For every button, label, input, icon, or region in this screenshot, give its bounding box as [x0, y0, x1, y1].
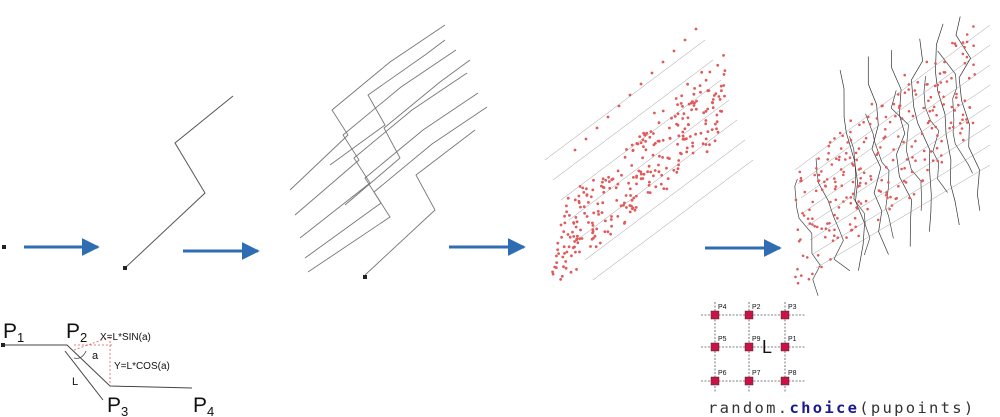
grid-point-label-8: P7 [752, 370, 761, 377]
process-arrows [24, 238, 782, 260]
grid-point-8 [744, 376, 754, 386]
grid-point-6 [780, 342, 790, 352]
length-label: L [72, 376, 78, 388]
grid-point-1 [710, 310, 720, 320]
grid-point-5 [744, 342, 754, 352]
start-point-stage1 [2, 245, 6, 249]
start-point-stage3 [363, 275, 367, 279]
label-p4: P4 [193, 394, 214, 417]
single-zigzag [123, 95, 234, 270]
grid-point-2 [744, 310, 754, 320]
grid-point-label-1: P4 [718, 304, 727, 311]
grid-point-label-5: P9 [752, 336, 761, 343]
multiple-zigzags [289, 24, 488, 276]
connected-mesh [794, 16, 991, 296]
grid-point-label-4: P5 [718, 336, 727, 343]
label-p2: P2 [66, 320, 87, 345]
y-formula: Y=L*COS(a) [114, 361, 170, 372]
grid-point-label-7: P6 [718, 370, 727, 377]
grid-point-3 [780, 310, 790, 320]
grid-diagram: L P4 P2 P3 P5 P9 P1 P6 P7 P8 [701, 302, 805, 393]
grid-point-label-2: P2 [752, 304, 761, 311]
grid-center-label: L [762, 337, 772, 357]
label-p1: P1 [3, 320, 24, 345]
angle-label: a [92, 350, 99, 362]
x-formula: X=L*SIN(a) [100, 332, 151, 343]
grid-point-4 [710, 342, 720, 352]
grid-point-label-9: P8 [788, 370, 797, 377]
grid-point-7 [710, 376, 720, 386]
grid-point-label-3: P3 [788, 304, 797, 311]
grid-point-label-6: P1 [788, 336, 797, 343]
code-text: random.choice(pupoints) [708, 399, 976, 417]
label-p3: P3 [107, 394, 128, 417]
point-grid [544, 27, 754, 281]
grid-point-9 [780, 376, 790, 386]
geometry-diagram: P1 P2 P3 P4 X=L*SIN(a) Y=L*COS(a) a L [1, 320, 214, 417]
